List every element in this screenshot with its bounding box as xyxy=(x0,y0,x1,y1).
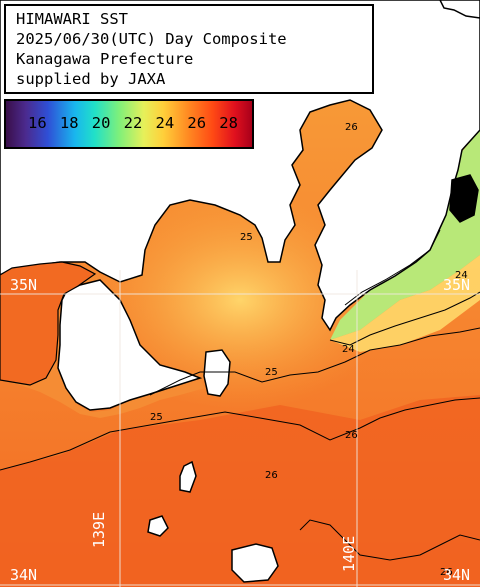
contour-label-25a: 25 xyxy=(265,367,278,378)
title-line-1: HIMAWARI SST xyxy=(16,10,128,28)
title-line-4: supplied by JAXA xyxy=(16,70,166,88)
contour-label-25c: 25 xyxy=(240,232,253,243)
land-west-white xyxy=(57,279,203,411)
island-c xyxy=(147,515,169,537)
lat-label-34n-right: 34N xyxy=(443,566,471,584)
contour-label-26c: 26 xyxy=(440,567,453,578)
colorbar-labels: 16 18 20 22 24 26 28 xyxy=(28,114,238,132)
colorbar-tick: 26 xyxy=(187,114,207,132)
colorbar-tick: 16 xyxy=(28,114,47,132)
colorbar-tick: 18 xyxy=(59,114,79,132)
contour-label-24a: 24 xyxy=(455,270,468,281)
cool-zone-yellow xyxy=(330,255,480,352)
lat-label-35n-right: 35N xyxy=(443,276,471,294)
island-b xyxy=(179,460,197,493)
colorbar-tick: 22 xyxy=(123,114,143,132)
contour-label-26a: 26 xyxy=(345,430,358,441)
contour-label-26d: 26 xyxy=(345,122,358,133)
island-f xyxy=(449,174,479,223)
sst-colorbar: 16 18 20 22 24 26 28 xyxy=(4,99,254,149)
colorbar-tick: 28 xyxy=(219,114,238,132)
island-d xyxy=(231,543,279,583)
lat-label-35n-left: 35N xyxy=(10,276,38,294)
graticule xyxy=(0,270,480,587)
contour-label-25b: 25 xyxy=(150,412,163,423)
islands xyxy=(147,0,480,583)
title-box: HIMAWARI SST 2025/06/30(UTC) Day Composi… xyxy=(4,4,374,94)
contour-25 xyxy=(149,327,480,396)
lat-label-34n-left: 34N xyxy=(10,566,38,584)
colorbar-tick: 20 xyxy=(91,114,111,132)
contour-label-26b: 26 xyxy=(265,470,278,481)
contour-24 xyxy=(329,291,480,346)
title-line-3: Kanagawa Prefecture xyxy=(16,50,194,68)
contour-label-24b: 24 xyxy=(342,344,355,355)
island-a xyxy=(203,349,231,397)
contour-26 xyxy=(0,397,480,471)
cool-zone-green xyxy=(330,130,480,340)
lon-label-140e: 140E xyxy=(340,535,358,572)
island-e xyxy=(439,0,480,19)
lon-label-139e: 139E xyxy=(90,511,108,548)
title-line-2: 2025/06/30(UTC) Day Composite xyxy=(16,30,287,48)
contour-26b xyxy=(299,519,480,561)
colorbar-tick: 24 xyxy=(155,114,175,132)
peninsula-left-sea xyxy=(0,261,97,386)
